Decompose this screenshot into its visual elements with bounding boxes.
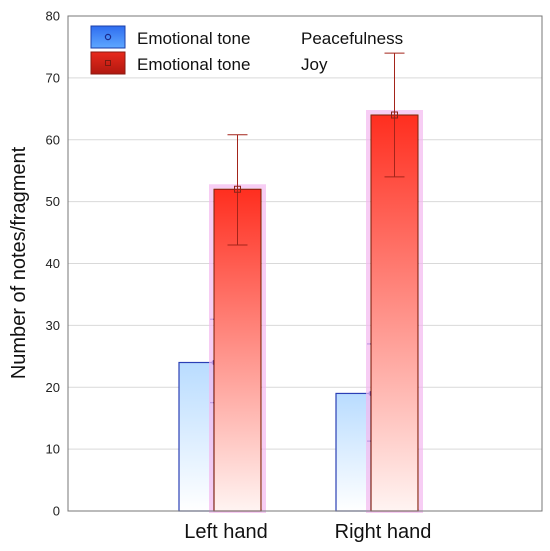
y-tick-label: 20 — [46, 380, 60, 395]
legend-marker-circle-icon — [104, 33, 112, 41]
legend-marker-square-icon — [105, 60, 111, 66]
y-tick-label: 50 — [46, 194, 60, 209]
y-axis-title: Number of notes/fragment — [8, 146, 30, 379]
mean-marker-square — [234, 185, 241, 193]
x-tick-label: Right hand — [335, 521, 432, 543]
legend-swatch-blue — [90, 25, 126, 49]
y-tick-label: 40 — [46, 256, 60, 271]
x-tick-label: Left hand — [184, 521, 267, 543]
legend-swatch-red — [90, 51, 126, 75]
y-tick-label: 70 — [46, 70, 60, 85]
plot-frame — [67, 15, 543, 512]
y-tick-label: 10 — [46, 442, 60, 457]
mean-marker-square — [391, 111, 398, 119]
legend-label-name: Emotional tone — [137, 29, 250, 48]
x-tick-labels: Left hand Right hand — [184, 521, 431, 543]
y-tick-labels: 0 10 20 30 40 50 60 70 80 — [46, 9, 60, 519]
legend-entry-peacefulness: Emotional tone Peacefulness — [90, 25, 403, 49]
y-tick-label: 30 — [46, 318, 60, 333]
bar — [178, 361, 215, 512]
legend: Emotional tone Peacefulness Emotional to… — [90, 25, 403, 75]
bar — [335, 392, 372, 512]
y-tick-label: 60 — [46, 132, 60, 147]
bar — [370, 114, 419, 512]
legend-label-level: Joy — [301, 55, 328, 74]
legend-entry-joy: Emotional tone Joy — [90, 51, 328, 75]
gridlines — [68, 77, 542, 450]
legend-label-name: Emotional tone — [137, 55, 250, 74]
bars — [178, 52, 423, 513]
y-tick-label: 0 — [53, 504, 60, 519]
legend-label-level: Peacefulness — [301, 29, 403, 48]
y-tick-label: 80 — [46, 9, 60, 24]
